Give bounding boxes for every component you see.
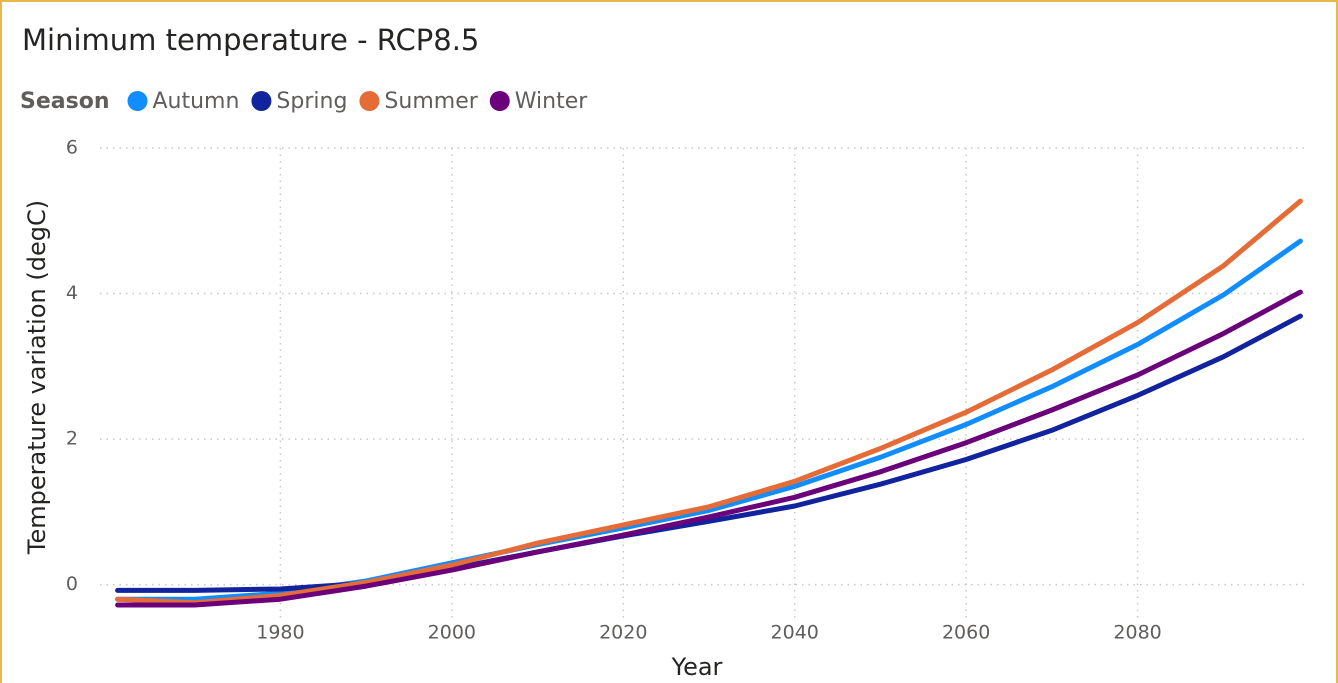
y-tick-label: 6 xyxy=(66,137,78,159)
chart-title: Minimum temperature - RCP8.5 xyxy=(22,23,479,57)
legend-marker xyxy=(251,91,272,111)
legend-label: Spring xyxy=(276,89,347,114)
y-axis-title: Temperature variation (degC) xyxy=(23,200,51,555)
x-tick-label: 2000 xyxy=(428,622,476,644)
legend-label: Winter xyxy=(515,89,588,114)
x-tick-label: 2060 xyxy=(942,622,990,644)
legend-marker xyxy=(127,91,148,111)
legend-label: Autumn xyxy=(152,89,239,114)
series-line xyxy=(115,238,1303,602)
y-tick-label: 4 xyxy=(66,282,78,304)
y-tick-label: 0 xyxy=(66,573,78,595)
x-axis-title: Year xyxy=(671,653,723,681)
x-tick-label: 2020 xyxy=(599,622,647,644)
series-line xyxy=(115,198,1303,606)
legend-label: Summer xyxy=(384,89,478,114)
legend-title: Season xyxy=(20,89,109,114)
x-tick-label: 1980 xyxy=(256,622,304,644)
legend-marker xyxy=(489,91,510,111)
series-line xyxy=(115,289,1303,608)
y-tick-label: 2 xyxy=(66,428,78,450)
legend-marker xyxy=(359,91,380,111)
x-tick-label: 2040 xyxy=(771,622,819,644)
series-line xyxy=(115,313,1303,593)
x-tick-label: 2080 xyxy=(1113,622,1161,644)
